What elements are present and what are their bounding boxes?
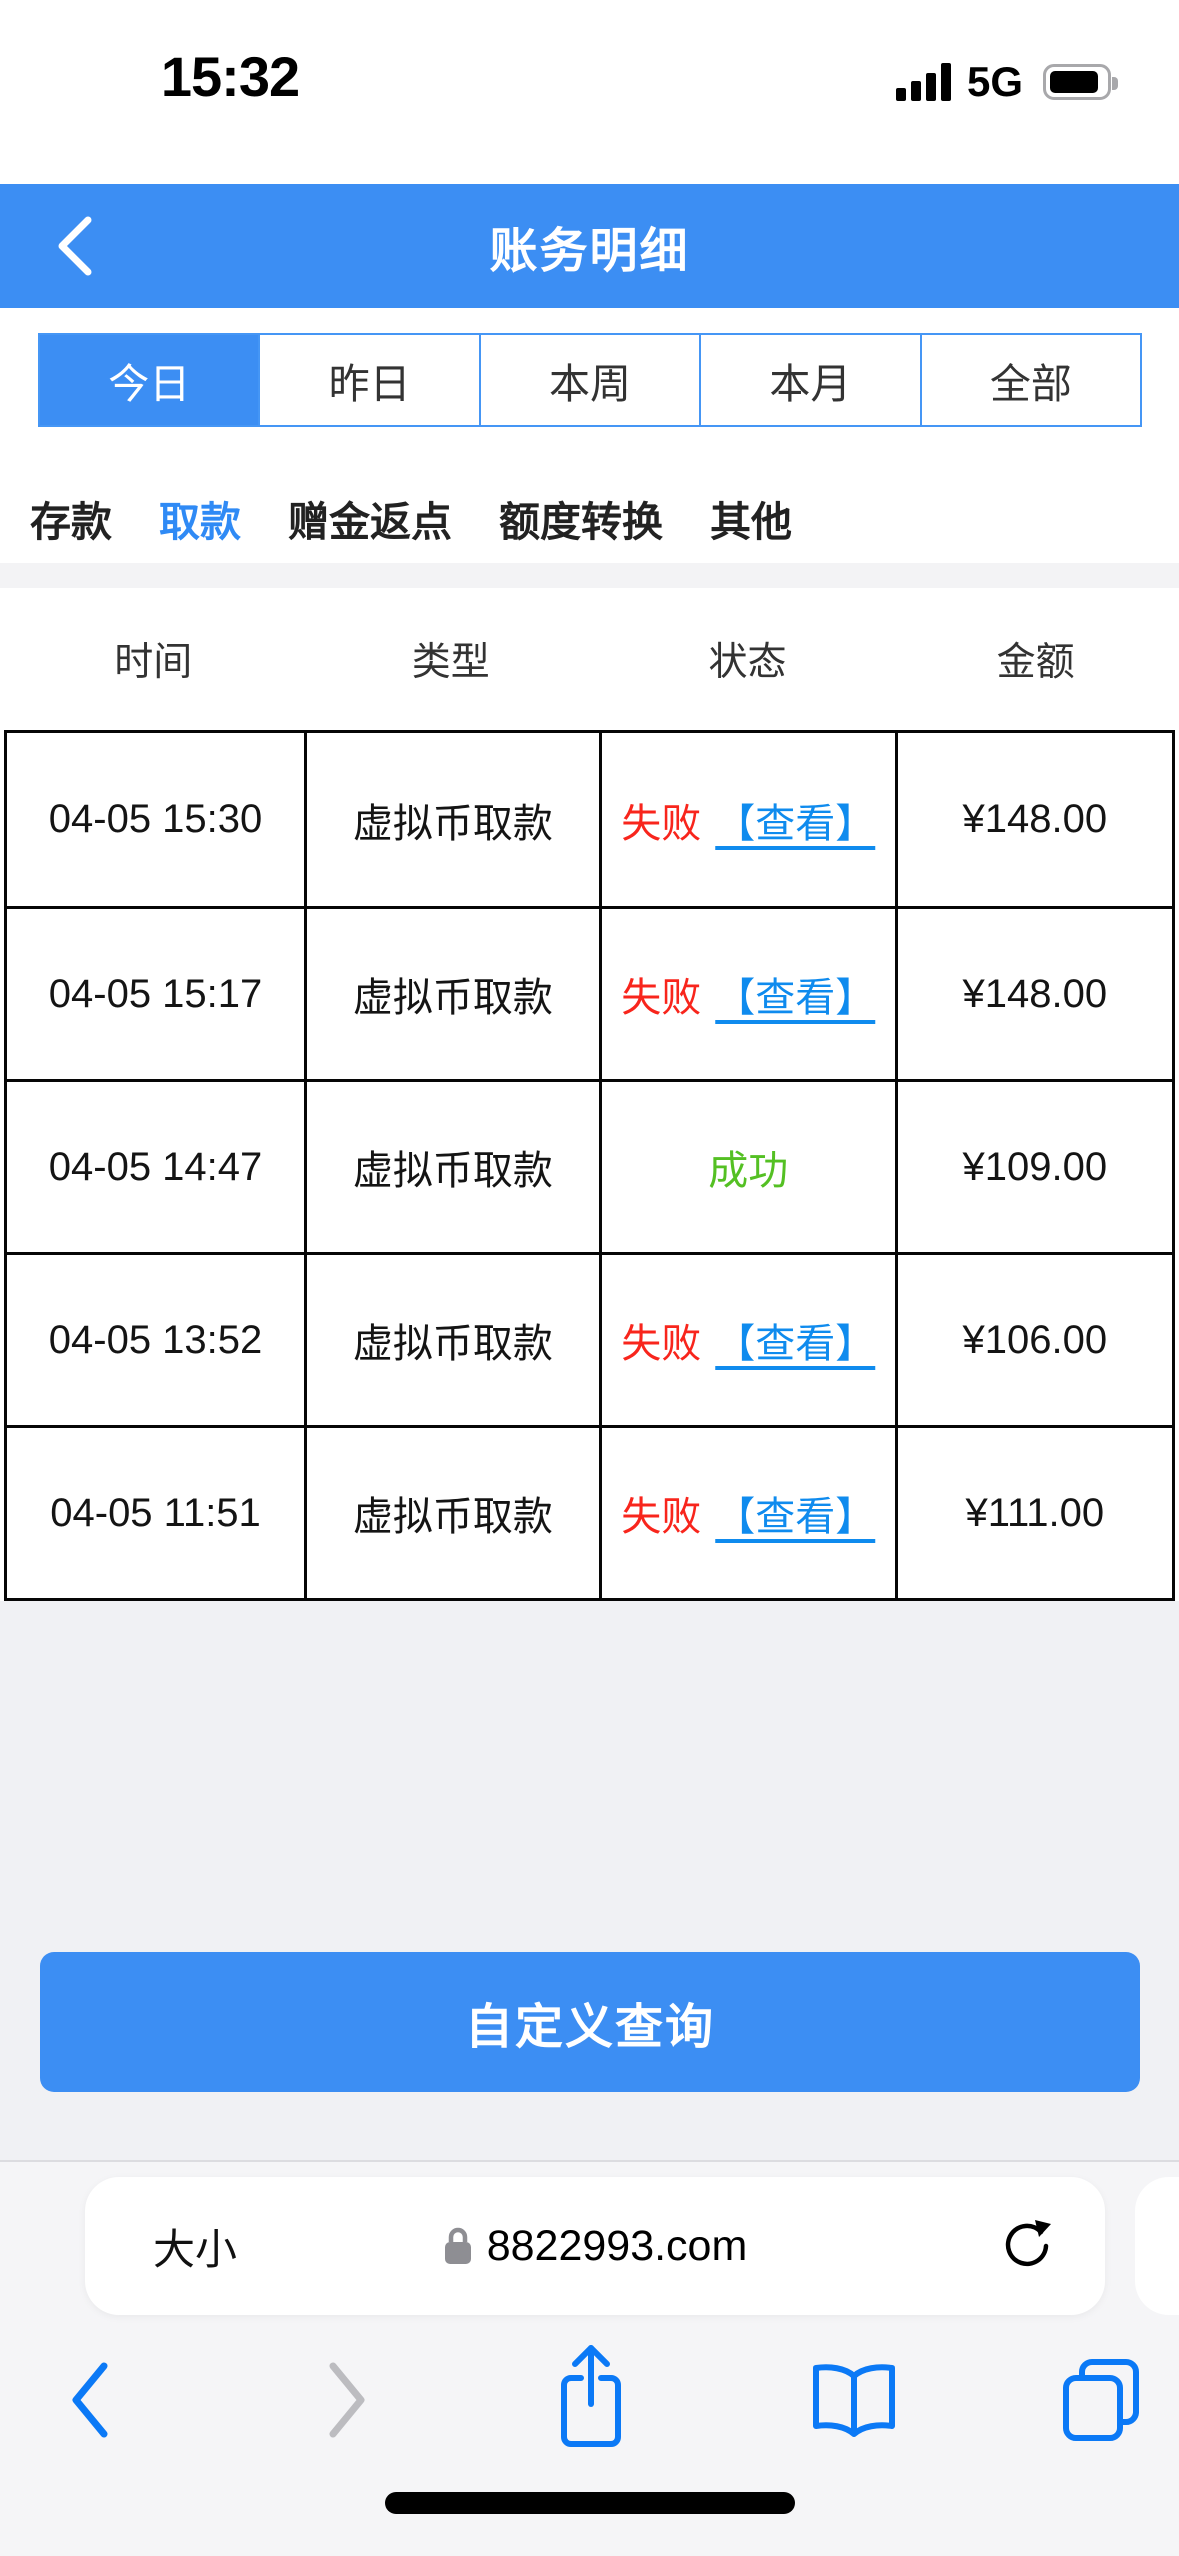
cell-time: 04-05 11:51 [50, 1490, 261, 1535]
table-row: 04-05 11:51 虚拟币取款 失败 【查看】 ¥111.00 [7, 1425, 1172, 1598]
status-text: 失败 [621, 801, 702, 846]
cell-status: 成功 [598, 1082, 895, 1252]
cell-type: 虚拟币取款 [304, 733, 599, 906]
cell-status: 失败 【查看】 [598, 733, 895, 906]
home-indicator[interactable] [385, 2492, 795, 2514]
cell-amount: ¥109.00 [894, 1082, 1172, 1252]
share-icon[interactable] [554, 2342, 628, 2452]
status-text: 失败 [621, 976, 702, 1020]
status-icons: 5G [895, 58, 1118, 106]
bookmarks-icon[interactable] [804, 2362, 904, 2442]
view-link[interactable]: 【查看】 [715, 801, 876, 846]
cellular-signal-icon [895, 63, 951, 101]
battery-icon [1043, 64, 1118, 100]
column-header-3: 金额 [996, 641, 1075, 684]
category-tab-2[interactable]: 赠金返点 [288, 499, 452, 545]
safari-chrome: 大小 8822993.com [0, 2160, 1179, 2556]
table-row: 04-05 14:47 虚拟币取款 成功 ¥109.00 [7, 1079, 1172, 1252]
tabs-icon[interactable] [1058, 2356, 1144, 2444]
cell-type: 虚拟币取款 [304, 1082, 599, 1252]
url-text: 8822993.com [486, 2221, 748, 2270]
browser-forward-icon[interactable] [319, 2358, 375, 2442]
period-tabs: 今日 昨日 本周 本月 全部 [38, 333, 1142, 427]
back-icon[interactable] [52, 214, 96, 278]
status-bar: 15:32 5G [0, 0, 1179, 184]
cell-time: 04-05 15:17 [48, 971, 263, 1016]
browser-toolbar [0, 2340, 1179, 2480]
cell-amount: ¥148.00 [894, 909, 1172, 1079]
url-display: 8822993.com [443, 2221, 748, 2271]
view-link[interactable]: 【查看】 [715, 1495, 876, 1539]
category-tab-1[interactable]: 取款 [159, 499, 241, 545]
network-type-label: 5G [966, 58, 1023, 105]
cell-status: 失败 【查看】 [598, 1428, 895, 1598]
category-tab-0[interactable]: 存款 [30, 499, 112, 545]
status-text: 失败 [621, 1322, 702, 1366]
cell-amount: ¥111.00 [894, 1428, 1172, 1598]
column-header-0: 时间 [114, 641, 193, 684]
cell-time: 04-05 15:30 [48, 797, 263, 841]
section-divider [0, 563, 1179, 588]
custom-query-button[interactable]: 自定义查询 [40, 1952, 1140, 2092]
cell-type: 虚拟币取款 [304, 1428, 599, 1598]
period-tab-1[interactable]: 昨日 [258, 335, 478, 425]
category-tab-4[interactable]: 其他 [710, 499, 792, 545]
cell-status: 失败 【查看】 [598, 1255, 895, 1425]
address-bar[interactable]: 大小 8822993.com [85, 2177, 1105, 2315]
text-size-button[interactable]: 大小 [153, 2225, 238, 2273]
lock-icon [444, 2227, 471, 2264]
table-header: 时间 类型 状态 金额 [4, 588, 1175, 730]
table-row: 04-05 15:17 虚拟币取款 失败 【查看】 ¥148.00 [7, 906, 1172, 1079]
status-text: 成功 [708, 1149, 789, 1193]
cell-amount: ¥148.00 [894, 733, 1172, 906]
cell-time: 04-05 13:52 [48, 1317, 263, 1362]
page-title: 账务明细 [489, 225, 690, 278]
category-tab-3[interactable]: 额度转换 [499, 499, 663, 545]
table-row: 04-05 15:30 虚拟币取款 失败 【查看】 ¥148.00 [7, 733, 1172, 906]
period-tab-0[interactable]: 今日 [40, 335, 259, 425]
cell-time: 04-05 14:47 [48, 1144, 263, 1189]
browser-back-icon[interactable] [62, 2358, 118, 2442]
category-tabs: 存款 取款 赠金返点 额度转换 其他 [30, 479, 792, 557]
cell-status: 失败 【查看】 [598, 909, 895, 1079]
status-time: 15:32 [160, 45, 300, 108]
period-tab-2[interactable]: 本周 [478, 335, 699, 425]
lower-section: 自定义查询 [0, 1601, 1179, 2160]
view-link[interactable]: 【查看】 [715, 1322, 876, 1366]
cell-type: 虚拟币取款 [304, 909, 599, 1079]
app-header: 账务明细 [0, 184, 1179, 308]
cell-type: 虚拟币取款 [304, 1255, 599, 1425]
column-header-1: 类型 [411, 641, 490, 684]
next-tab-preview[interactable] [1135, 2177, 1179, 2315]
period-tab-3[interactable]: 本月 [699, 335, 919, 425]
view-link[interactable]: 【查看】 [715, 976, 876, 1020]
reload-icon[interactable] [1001, 2218, 1053, 2274]
period-tab-4[interactable]: 全部 [919, 335, 1140, 425]
cell-amount: ¥106.00 [894, 1255, 1172, 1425]
column-header-2: 状态 [708, 641, 787, 684]
status-text: 失败 [621, 1495, 702, 1539]
records-table: 04-05 15:30 虚拟币取款 失败 【查看】 ¥148.00 04-05 15:17… [4, 730, 1175, 1601]
table-row: 04-05 13:52 虚拟币取款 失败 【查看】 ¥106.00 [7, 1252, 1172, 1425]
